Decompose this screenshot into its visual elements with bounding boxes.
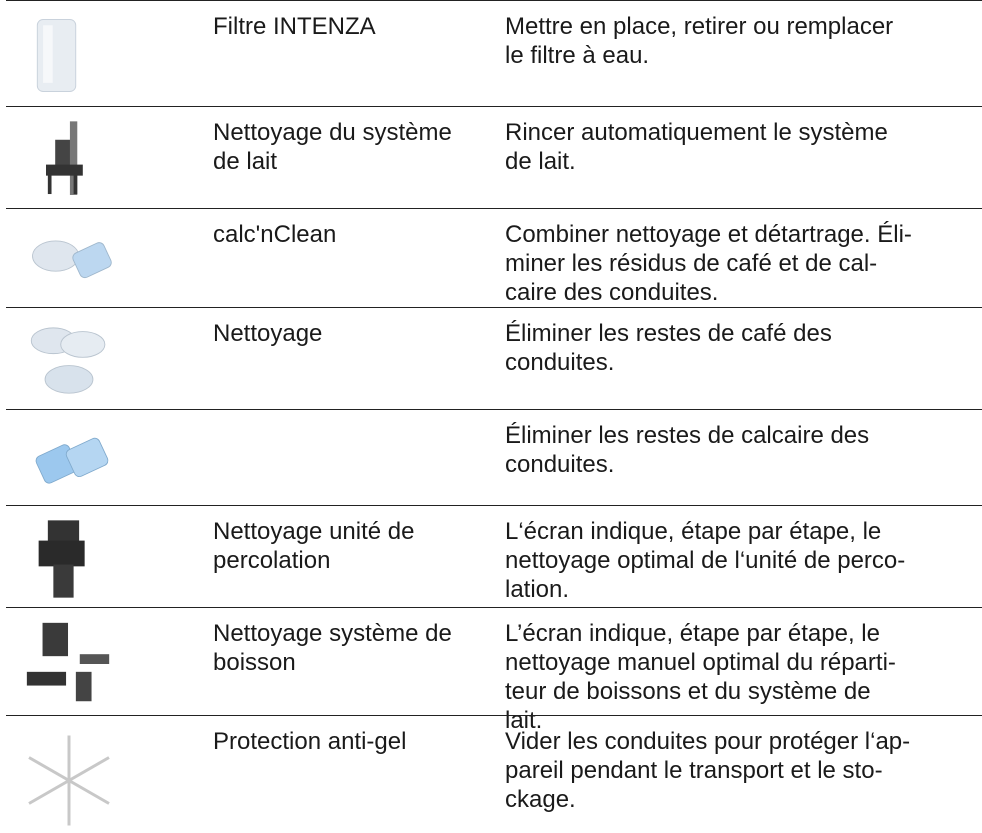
text-line: lation. [505,576,570,603]
icon-graphic [35,437,109,484]
text-line: Nettoyage unité de [213,518,415,545]
text-line: miner les résidus de café et de cal- [505,250,878,277]
icon-graphic [28,735,110,826]
function-name: Protection anti-gel [213,727,498,756]
row-icon [14,8,124,109]
row-icon [14,723,124,833]
function-name: Nettoyage du système de lait [213,118,498,176]
text-line: nettoyage manuel optimal du réparti- [505,649,896,676]
function-name: Nettoyage unité de percolation [213,517,498,575]
row-separator [6,106,982,107]
function-description: L‘écran indique, étape par étape, le nett… [505,517,975,604]
function-name: calc'nClean [213,220,498,249]
table-row: Éliminer les restes de calcaire des condu… [0,409,982,505]
row-separator [6,607,982,608]
text-line: Nettoyage système de [213,620,452,647]
text-line: calc'nClean [213,221,337,248]
function-name: Nettoyage [213,319,498,348]
row-separator [6,409,982,410]
text-line: Éliminer les restes de calcaire des [505,422,870,449]
text-line: Éliminer les restes de café des [505,320,832,347]
icon-graphic [46,121,83,195]
icon-graphic [38,520,85,598]
text-line: Protection anti-gel [213,728,407,755]
function-description: Éliminer les restes de café des conduites… [505,319,975,377]
row-icon [14,615,124,718]
table-row: Nettoyage du système de lait Rincer automa… [0,106,982,208]
text-line: caire des conduites. [505,279,719,306]
text-line: lait. [505,707,543,734]
text-line: conduites. [505,349,615,376]
row-separator [6,505,982,506]
table-row: calc'nClean Combiner nettoyage et détartr… [0,208,982,307]
row-icon [14,513,124,610]
icon-graphic [30,327,106,394]
row-icon [14,315,124,412]
function-description: Mettre en place, retirer ou remplacer le … [505,12,975,70]
function-name: Nettoyage système de boisson [213,619,498,677]
text-line: L’écran indique, étape par étape, le [505,620,880,647]
icon-graphic [32,240,112,279]
text-line: Combiner nettoyage et détartrage. Éli- [505,221,912,248]
table-row: Filtre INTENZA Mettre en place, retirer o… [0,0,982,106]
row-icon [14,417,124,508]
table-row: Nettoyage système de boisson L’écran indiq… [0,607,982,734]
icon-graphic [36,19,77,92]
text-line: ckage. [505,786,576,813]
text-line: Nettoyage du système [213,119,452,146]
row-separator [6,307,982,308]
row-separator [6,715,982,716]
function-description: L’écran indique, étape par étape, le nett… [505,619,975,735]
table-row: Protection anti-gel Vider les conduites p… [0,715,982,830]
function-description: Vider les conduites pour protéger l‘ap-p… [505,727,975,814]
text-line: pareil pendant le transport et le sto- [505,757,883,784]
function-description: Rincer automatiquement le système de lait… [505,118,975,176]
text-line: boisson [213,649,296,676]
text-line: teur de boissons et du système de [505,678,871,705]
row-icon [14,114,124,211]
text-line: percolation [213,547,331,574]
text-line: Nettoyage [213,320,323,347]
text-line: de lait. [505,148,576,175]
row-separator [6,208,982,209]
text-line: Vider les conduites pour protéger l‘ap- [505,728,911,755]
text-line: L‘écran indique, étape par étape, le [505,518,882,545]
table-row: Nettoyage unité de percolation L‘écran ind… [0,505,982,607]
text-line: conduites. [505,451,615,478]
text-line: nettoyage optimal de l‘unité de perco- [505,547,906,574]
function-description: Éliminer les restes de calcaire des condu… [505,421,975,479]
text-line: Filtre INTENZA [213,13,376,40]
text-line: Mettre en place, retirer ou remplacer [505,13,894,40]
icon-graphic [26,622,110,702]
table-row: Nettoyage Éliminer les restes de café des… [0,307,982,409]
row-separator [6,0,982,1]
text-line: de lait [213,148,278,175]
text-line: le filtre à eau. [505,42,650,69]
function-name: Filtre INTENZA [213,12,498,41]
row-icon [14,216,124,310]
function-description: Combiner nettoyage et détartrage. Éli-mi… [505,220,975,307]
text-line: Rincer automatiquement le système [505,119,888,146]
